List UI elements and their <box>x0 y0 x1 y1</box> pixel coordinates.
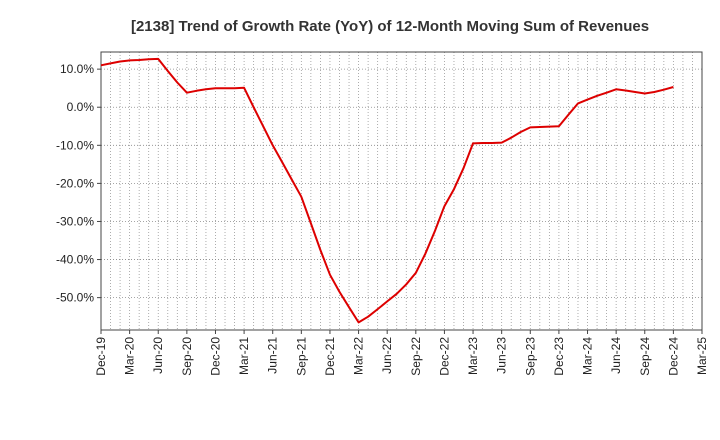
y-tick-label: -40.0% <box>56 253 94 267</box>
x-tick-label: Jun-22 <box>380 337 394 374</box>
x-tick-label: Sep-22 <box>409 337 423 376</box>
x-tick-label: Dec-22 <box>437 337 451 376</box>
x-tick-label: Mar-22 <box>352 337 366 375</box>
y-tick-label: -10.0% <box>56 138 94 152</box>
x-axis: Dec-19 Mar-20 Jun-20 Sep-20 Dec-20 Mar-21 Jun-… <box>94 330 709 376</box>
x-tick-label: Sep-24 <box>638 337 652 376</box>
x-tick-label: Dec-23 <box>552 337 566 376</box>
y-tick-label: 0.0% <box>67 100 95 114</box>
y-tick-label: -20.0% <box>56 176 94 190</box>
x-tick-label: Dec-19 <box>94 337 108 376</box>
y-tick-label: -50.0% <box>56 291 94 305</box>
plot-area-border <box>100 51 703 331</box>
x-tick-label: Sep-23 <box>523 337 537 376</box>
x-tick-label: Sep-20 <box>180 337 194 376</box>
y-tick-label: -30.0% <box>56 214 94 228</box>
y-axis: 10.0% 0.0% -10.0% -20.0% -30.0% -40.0% -50.0% <box>56 62 101 305</box>
x-tick-label: Mar-25 <box>695 337 709 375</box>
x-tick-label: Jun-21 <box>266 337 280 374</box>
y-tick-label: 10.0% <box>60 62 94 76</box>
x-tick-label: Jun-24 <box>609 337 623 374</box>
x-tick-label: Jun-20 <box>151 337 165 374</box>
x-tick-label: Jun-23 <box>495 337 509 374</box>
x-tick-label: Mar-21 <box>237 337 251 375</box>
x-tick-label: Mar-23 <box>466 337 480 375</box>
chart-title: [2138] Trend of Growth Rate (YoY) of 12-… <box>131 18 649 35</box>
x-tick-label: Dec-24 <box>666 337 680 376</box>
grid-lines <box>101 52 702 330</box>
x-tick-label: Dec-21 <box>323 337 337 376</box>
x-tick-label: Mar-24 <box>581 337 595 375</box>
x-tick-label: Sep-21 <box>294 337 308 376</box>
x-tick-label: Dec-20 <box>208 337 222 376</box>
growth-rate-line <box>100 57 674 324</box>
x-tick-label: Mar-20 <box>123 337 137 375</box>
